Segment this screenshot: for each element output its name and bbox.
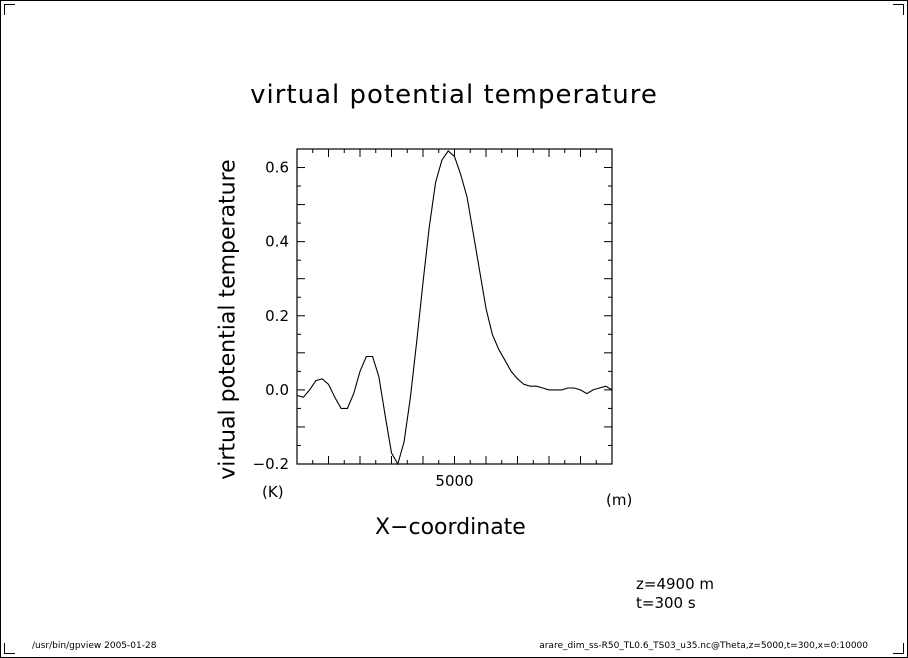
y-axis-unit: (K) xyxy=(262,483,284,501)
z-level-note: z=4900 m xyxy=(636,575,714,593)
crop-mark-bottom-right xyxy=(893,643,904,654)
footer-source: arare_dim_ss-R50_TL0.6_TS03_u35.nc@Theta… xyxy=(539,641,868,651)
y-tick-label: −0.2 xyxy=(253,455,289,473)
y-tick-label: 0.2 xyxy=(265,307,289,325)
x-axis-label: X−coordinate xyxy=(375,515,526,540)
series-line xyxy=(296,150,613,466)
time-note: t=300 s xyxy=(636,594,696,612)
crop-mark-top-right xyxy=(893,4,904,15)
chart-title: virtual potential temperature xyxy=(250,80,658,110)
plot-area-frame xyxy=(296,148,613,465)
y-tick-label: 0.4 xyxy=(265,233,289,251)
x-axis-unit: (m) xyxy=(606,491,633,509)
crop-mark-bottom-left xyxy=(4,643,15,654)
crop-mark-top-left xyxy=(4,4,15,15)
y-tick-label: 0.0 xyxy=(265,381,289,399)
footer-command: /usr/bin/gpview 2005-01-28 xyxy=(32,641,157,651)
x-tick-label: 5000 xyxy=(435,472,473,490)
y-tick-label: 0.6 xyxy=(265,159,289,177)
